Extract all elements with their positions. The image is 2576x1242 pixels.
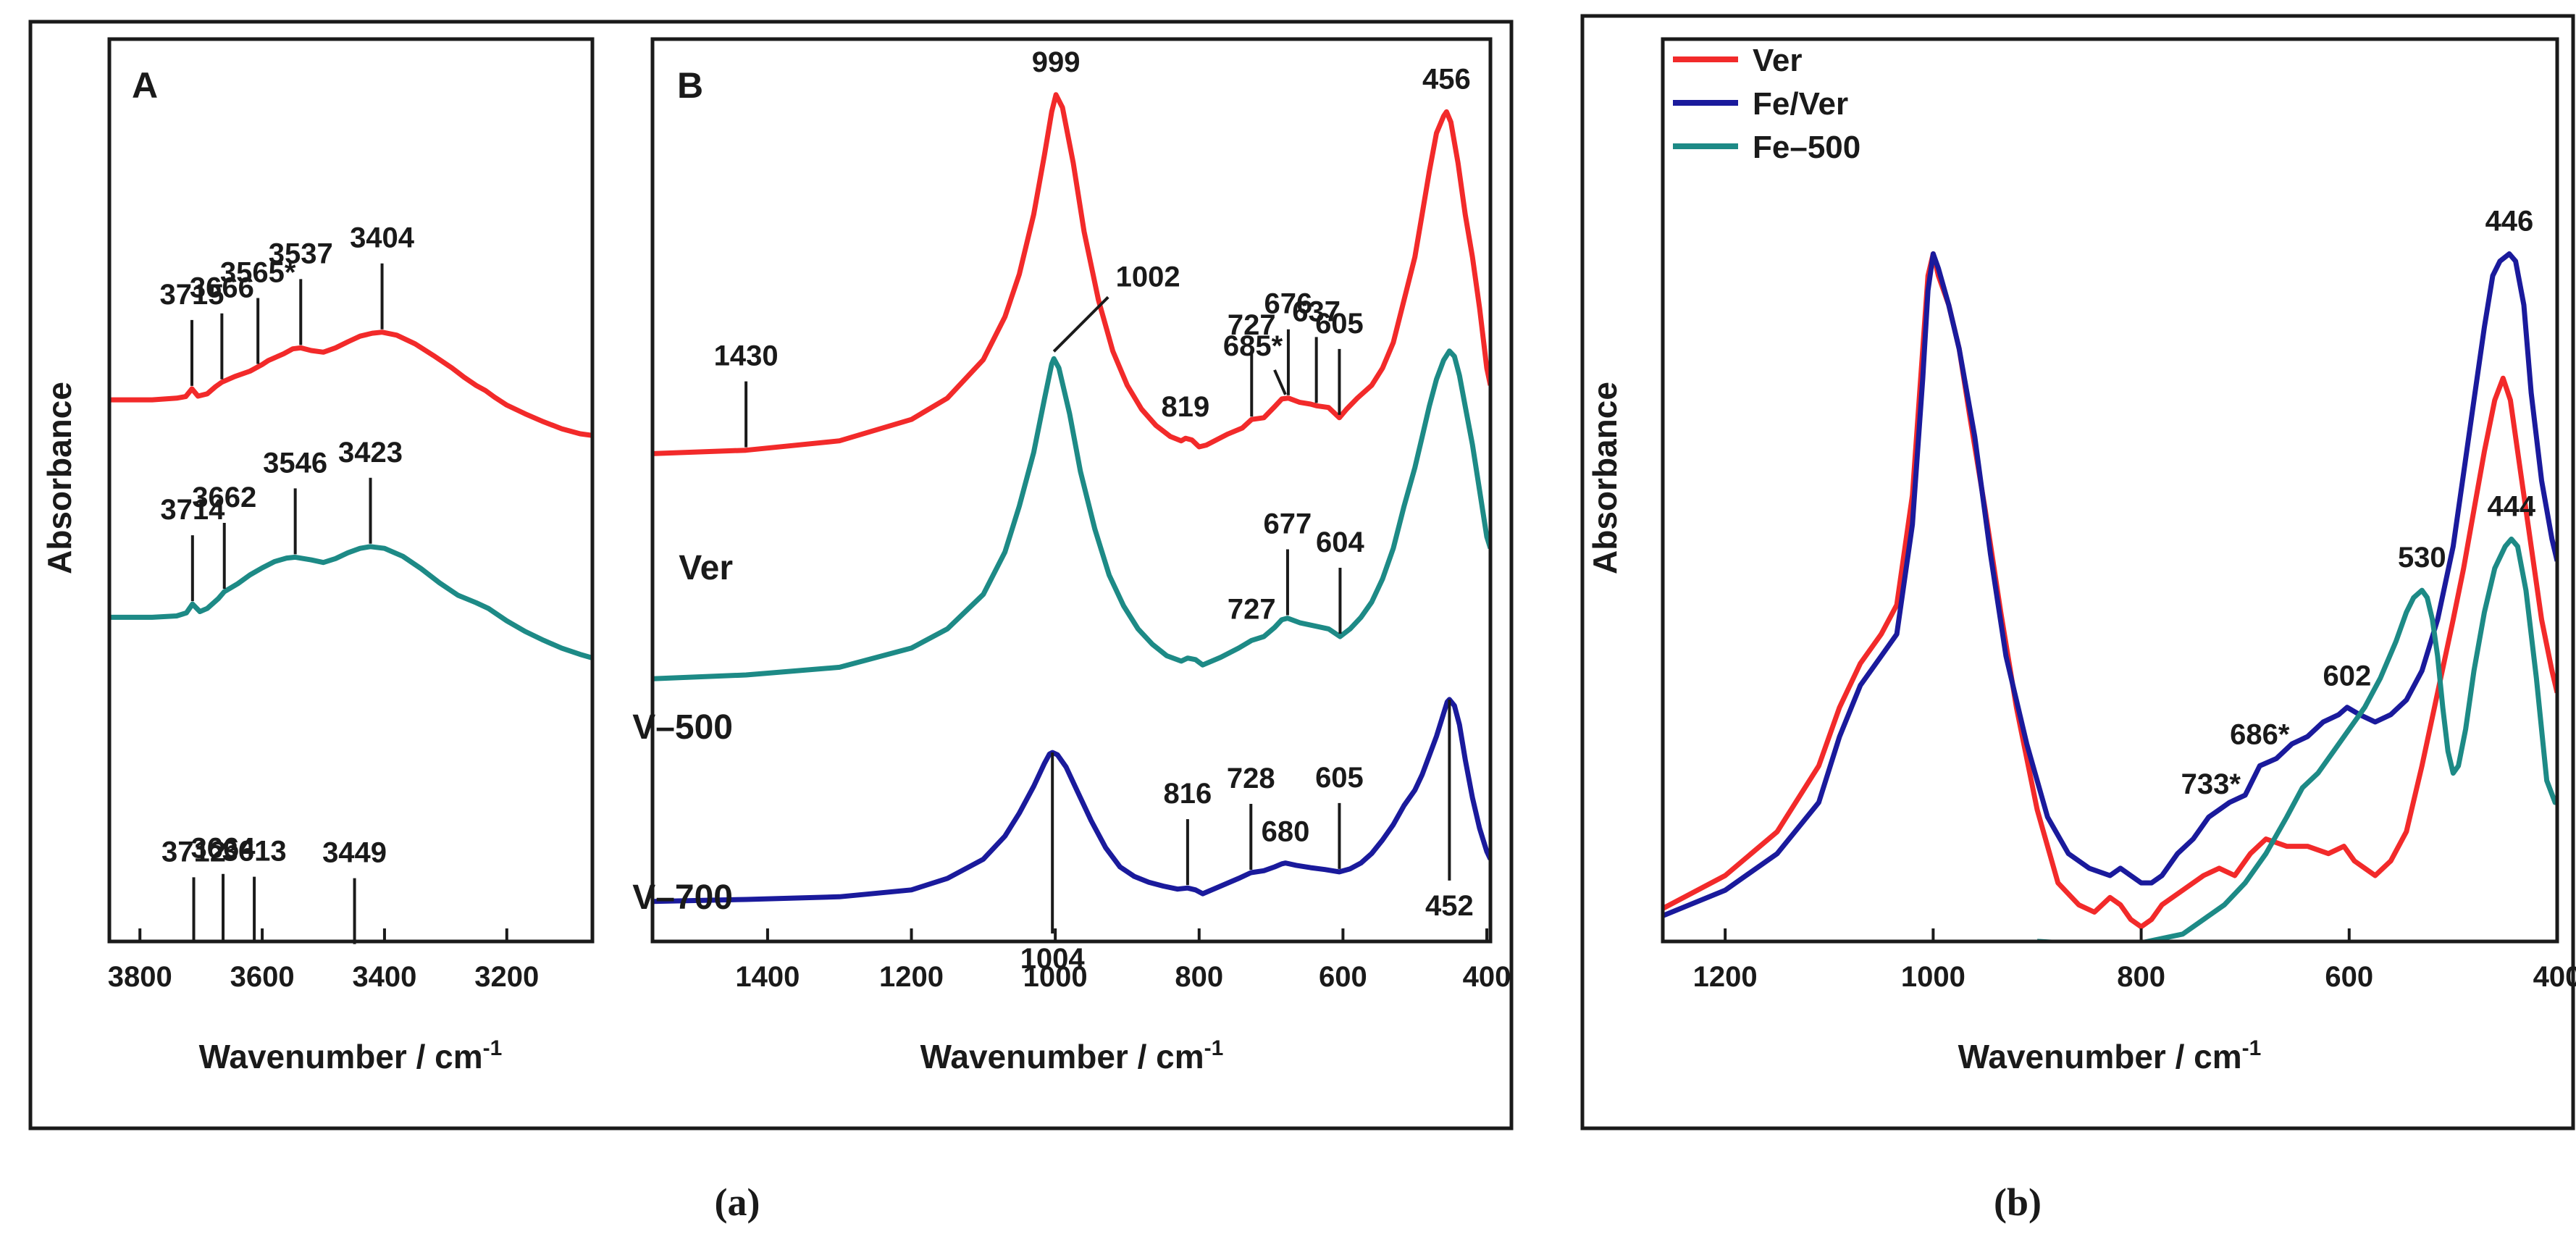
peak-label-B-5: 685*: [1223, 330, 1283, 362]
y-axis-label-b: Absorbance: [1586, 382, 1624, 574]
peak-label-A-9: 3712: [161, 836, 226, 868]
series-line-A-0: [109, 330, 592, 438]
peak-label-B-9: 456: [1422, 63, 1471, 95]
peak-label-b-5: 733*: [2181, 768, 2241, 800]
x-axis-label-sup-A: -1: [483, 1036, 503, 1060]
peak-label-B-10: 727: [1228, 593, 1276, 625]
x-tick-label-b-400: 400: [2533, 961, 2576, 993]
peak-label-A-1: 3666: [190, 272, 254, 304]
x-tick-label-b-600: 600: [2325, 961, 2373, 993]
peak-label-B-6: 676: [1264, 288, 1313, 320]
peak-label-A-4: 3404: [350, 222, 415, 254]
x-tick-label-B-800: 800: [1175, 961, 1223, 993]
peak-label-B-18: 605: [1315, 762, 1364, 794]
peak-label-b-2: 444: [2487, 490, 2535, 522]
peak-label-B-17: 680: [1262, 816, 1310, 848]
peak-label-B-8: 605: [1315, 308, 1364, 340]
panel-label-A: A: [132, 65, 158, 106]
caption-a: (a): [715, 1180, 760, 1224]
peak-label-b-4: 686*: [2230, 719, 2290, 751]
figure-a-frame: [28, 20, 1514, 1130]
legend-label-0: Ver: [1753, 43, 1803, 78]
x-tick-label-A-3800: 3800: [108, 961, 172, 993]
chart-A: 3800 3600 3400 3200 Wavenumber / cm-1 Absorba…: [41, 37, 595, 1075]
series-label-V-700: V–700: [632, 878, 733, 917]
x-tick-label-A-3200: 3200: [474, 961, 539, 993]
series-line-B-2: [653, 697, 1490, 905]
x-tick-label-b-1200: 1200: [1693, 961, 1758, 993]
peak-label-B-11: 677: [1264, 508, 1312, 540]
peak-label-B-13: 1004: [1020, 943, 1086, 975]
chart-b: 1200 1000 800 600 400 Wavenumber / cm-1 Absorb…: [1586, 37, 2576, 1075]
x-axis-label-B: Wavenumber / cm-1: [920, 1036, 1224, 1075]
peak-label-A-8: 3423: [338, 437, 403, 469]
series-label-V-500: V–500: [632, 708, 733, 747]
peak-label-B-7: 637: [1292, 295, 1341, 327]
peak-label-A-5: 3714: [160, 494, 225, 526]
peak-label-B-15: 816: [1164, 778, 1212, 810]
peak-label-A-2: 3565*: [220, 257, 296, 289]
panel-label-B: B: [677, 65, 703, 106]
x-tick-label-A-3400: 3400: [352, 961, 416, 993]
peak-label-b-1: 530: [2398, 542, 2446, 574]
x-tick-label-B-1400: 1400: [735, 961, 800, 993]
peak-label-A-10: 3664: [191, 833, 256, 865]
y-axis-label-A: Absorbance: [41, 382, 78, 574]
series-line-b-1: [1663, 251, 2557, 918]
peak-leader-B-1: [1052, 295, 1109, 353]
x-tick-label-A-3600: 3600: [230, 961, 295, 993]
plot-frame-A: [107, 37, 595, 944]
x-tick-label-b-800: 800: [2117, 961, 2165, 993]
peak-label-b-0: 446: [2485, 206, 2534, 238]
legend-label-1: Fe/Ver: [1753, 86, 1848, 122]
peak-label-A-7: 3546: [263, 447, 327, 479]
x-tick-label-B-600: 600: [1319, 961, 1367, 993]
x-tick-label-B-1000: 1000: [1023, 961, 1088, 993]
x-axis-label-sup-B: -1: [1204, 1036, 1224, 1060]
peak-label-B-4: 727: [1228, 309, 1276, 341]
peak-label-B-12: 604: [1316, 526, 1364, 558]
x-axis-label-b: Wavenumber / cm-1: [1958, 1036, 2262, 1075]
x-axis-label-A: Wavenumber / cm-1: [199, 1036, 503, 1075]
x-tick-label-B-400: 400: [1463, 961, 1511, 993]
x-tick-label-b-1000: 1000: [1901, 961, 1965, 993]
x-tick-label-B-1200: 1200: [879, 961, 944, 993]
series-line-B-0: [653, 92, 1490, 456]
peak-label-B-16: 728: [1227, 763, 1275, 794]
peak-label-A-6: 3662: [192, 482, 256, 513]
chart-B: 1400 1200 1000 800 600 400 Wavenumber / cm-1 B V…: [632, 37, 1511, 1075]
plot-frame-B: [650, 37, 1493, 944]
peak-label-b-3: 602: [2323, 660, 2372, 692]
peak-label-B-3: 819: [1162, 391, 1210, 423]
peak-label-B-1: 1002: [1116, 261, 1180, 293]
series-line-A-1: [109, 544, 592, 660]
peak-label-B-0: 999: [1032, 46, 1081, 78]
peak-label-B-2: 1430: [714, 340, 779, 372]
peak-label-A-3: 3537: [269, 238, 333, 269]
caption-b: (b): [1994, 1180, 2042, 1224]
peak-leader-B-5: [1273, 369, 1287, 395]
peak-label-A-11: 3613: [222, 836, 287, 868]
plot-frame-b: [1661, 37, 2559, 944]
series-line-b-2: [2036, 536, 2557, 941]
series-line-B-1: [653, 348, 1490, 681]
x-axis-label-sup-b: -1: [2242, 1036, 2262, 1060]
peak-label-A-0: 3715: [159, 279, 224, 311]
series-label-Ver: Ver: [679, 549, 733, 587]
peak-label-B-14: 452: [1425, 890, 1474, 922]
legend-label-2: Fe–500: [1753, 130, 1860, 165]
peak-label-A-12: 3449: [322, 837, 387, 869]
figure-b-frame: [1580, 14, 2575, 1130]
